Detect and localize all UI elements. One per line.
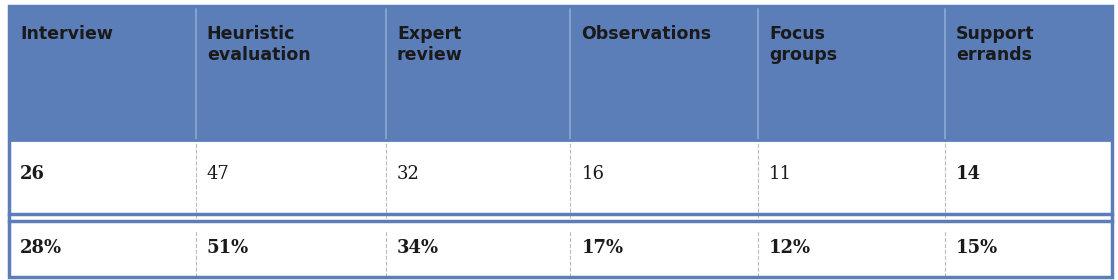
Text: 15%: 15% [956,239,998,257]
Text: Expert
review: Expert review [397,25,463,64]
Text: 34%: 34% [397,239,439,257]
Text: 47: 47 [207,165,229,183]
Text: 14: 14 [956,165,980,183]
Text: 17%: 17% [581,239,624,257]
Bar [9,6,1112,140]
Text: 16: 16 [581,165,605,183]
Text: Observations: Observations [581,25,711,43]
Text: Interview: Interview [20,25,113,43]
Bar [9,140,1112,218]
Text: 11: 11 [769,165,793,183]
Bar [9,230,1112,277]
Text: Heuristic
evaluation: Heuristic evaluation [207,25,311,64]
Text: 28%: 28% [20,239,63,257]
Text: 32: 32 [397,165,419,183]
Text: 26: 26 [20,165,45,183]
Text: Support
errands: Support errands [956,25,1034,64]
Text: Focus
groups: Focus groups [769,25,837,64]
Text: 51%: 51% [207,239,249,257]
Text: 12%: 12% [769,239,812,257]
